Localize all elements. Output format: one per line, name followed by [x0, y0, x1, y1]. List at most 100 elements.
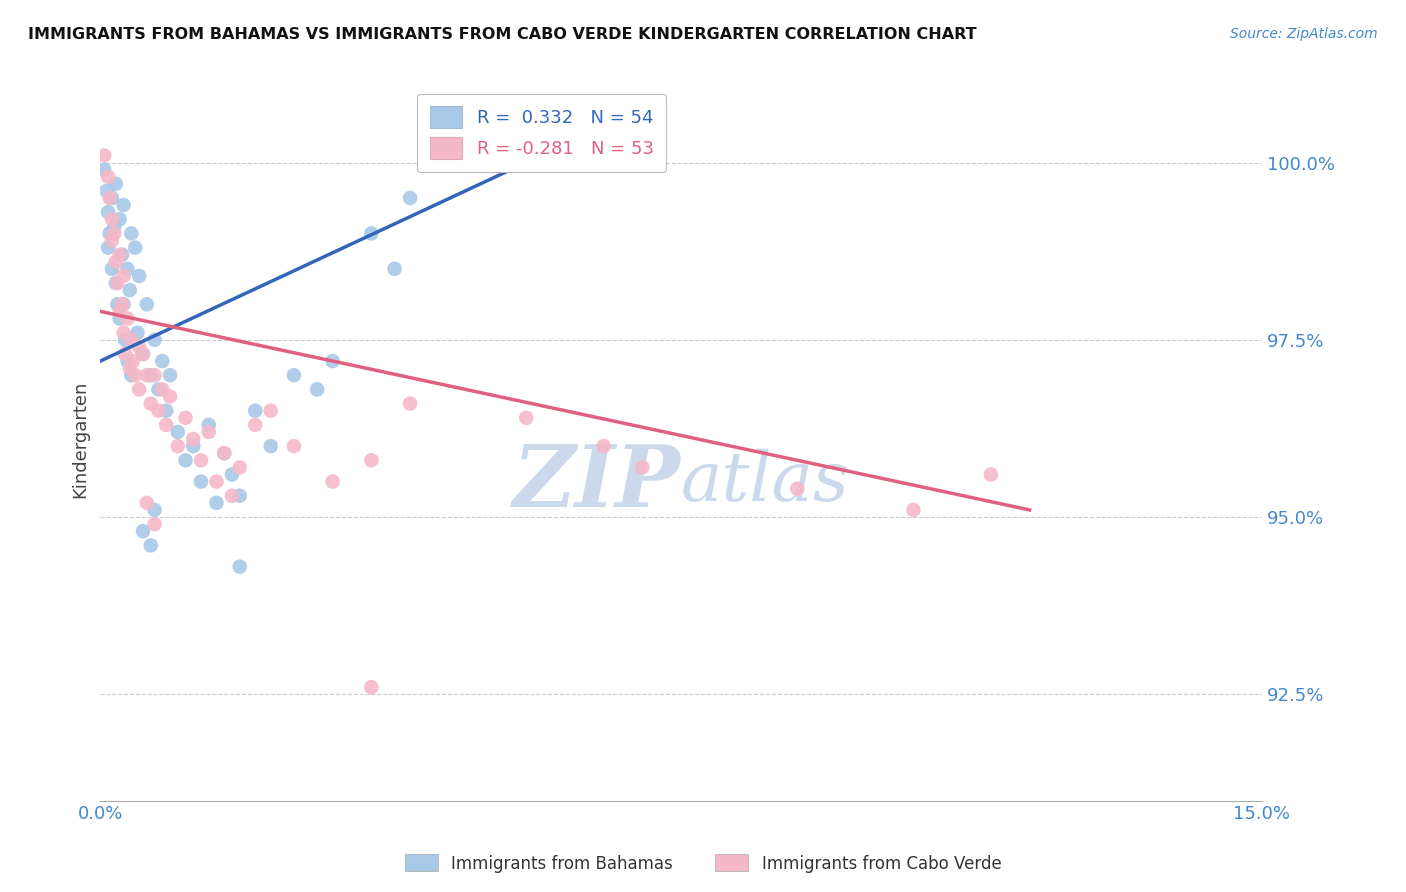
Point	[117, 354, 139, 368]
Text: atlas: atlas	[681, 449, 849, 516]
Point	[150, 354, 173, 368]
Point	[155, 417, 177, 432]
Point	[132, 347, 155, 361]
Text: IMMIGRANTS FROM BAHAMAS VS IMMIGRANTS FROM CABO VERDE KINDERGARTEN CORRELATION C: IMMIGRANTS FROM BAHAMAS VS IMMIGRANTS FR…	[28, 27, 977, 42]
Point	[205, 475, 228, 489]
Point	[212, 446, 235, 460]
Point	[143, 368, 166, 383]
Point	[360, 227, 382, 241]
Point	[174, 453, 197, 467]
Point	[112, 326, 135, 340]
Point	[132, 524, 155, 539]
Point	[112, 198, 135, 212]
Point	[114, 347, 136, 361]
Point	[101, 191, 124, 205]
Point	[631, 460, 654, 475]
Point	[132, 347, 155, 361]
Point	[229, 460, 252, 475]
Point	[124, 241, 146, 255]
Point	[128, 383, 150, 397]
Point	[101, 234, 124, 248]
Point	[399, 191, 422, 205]
Point	[98, 227, 121, 241]
Point	[128, 268, 150, 283]
Point	[181, 432, 204, 446]
Text: ZIP: ZIP	[513, 441, 681, 524]
Point	[229, 559, 252, 574]
Point	[307, 383, 329, 397]
Legend: R =  0.332   N = 54, R = -0.281   N = 53: R = 0.332 N = 54, R = -0.281 N = 53	[418, 94, 666, 172]
Point	[104, 276, 127, 290]
Point	[135, 297, 157, 311]
Point	[120, 368, 142, 383]
Point	[143, 503, 166, 517]
Point	[105, 276, 128, 290]
Point	[108, 212, 131, 227]
Point	[360, 680, 382, 694]
Point	[120, 227, 142, 241]
Point	[980, 467, 1002, 482]
Point	[260, 403, 283, 417]
Point	[97, 205, 120, 219]
Point	[114, 333, 136, 347]
Point	[245, 417, 267, 432]
Point	[118, 283, 141, 297]
Point	[108, 304, 131, 318]
Point	[139, 368, 162, 383]
Point	[148, 403, 170, 417]
Point	[903, 503, 925, 517]
Point	[283, 439, 305, 453]
Y-axis label: Kindergarten: Kindergarten	[72, 380, 89, 498]
Point	[166, 439, 188, 453]
Point	[166, 425, 188, 439]
Point	[221, 489, 243, 503]
Point	[322, 475, 344, 489]
Point	[127, 326, 149, 340]
Point	[93, 148, 115, 162]
Point	[120, 333, 142, 347]
Point	[124, 368, 146, 383]
Point	[150, 383, 173, 397]
Point	[111, 297, 134, 311]
Point	[122, 354, 145, 368]
Point	[96, 184, 118, 198]
Point	[101, 261, 124, 276]
Point	[360, 453, 382, 467]
Point	[139, 396, 162, 410]
Point	[197, 417, 219, 432]
Point	[112, 297, 135, 311]
Point	[111, 248, 134, 262]
Point	[592, 439, 614, 453]
Point	[117, 311, 139, 326]
Point	[143, 333, 166, 347]
Point	[108, 311, 131, 326]
Point	[229, 489, 252, 503]
Text: Source: ZipAtlas.com: Source: ZipAtlas.com	[1230, 27, 1378, 41]
Point	[135, 368, 157, 383]
Point	[103, 227, 125, 241]
Point	[212, 446, 235, 460]
Point	[260, 439, 283, 453]
Point	[135, 496, 157, 510]
Point	[283, 368, 305, 383]
Point	[159, 368, 181, 383]
Point	[181, 439, 204, 453]
Point	[103, 219, 125, 234]
Point	[112, 268, 135, 283]
Point	[155, 403, 177, 417]
Point	[786, 482, 808, 496]
Point	[104, 254, 127, 268]
Point	[515, 410, 537, 425]
Point	[148, 383, 170, 397]
Point	[117, 261, 139, 276]
Point	[221, 467, 243, 482]
Point	[399, 396, 422, 410]
Point	[128, 340, 150, 354]
Point	[93, 162, 115, 177]
Point	[97, 241, 120, 255]
Point	[98, 191, 121, 205]
Point	[108, 248, 131, 262]
Point	[105, 297, 128, 311]
Point	[322, 354, 344, 368]
Point	[101, 212, 124, 227]
